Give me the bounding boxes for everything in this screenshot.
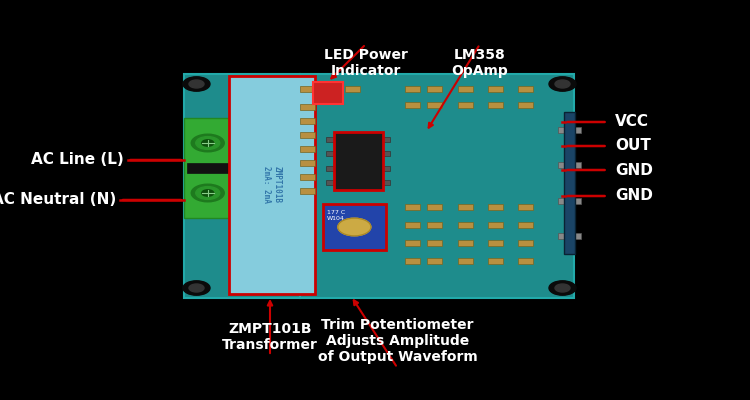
Bar: [518, 240, 532, 246]
Circle shape: [189, 284, 204, 292]
Bar: [518, 204, 532, 210]
Bar: [558, 126, 580, 133]
Bar: [319, 86, 334, 92]
Bar: [488, 222, 502, 228]
Bar: [300, 146, 315, 152]
Bar: [558, 162, 580, 168]
Text: ZMPT101B
2mA: 2mA: ZMPT101B 2mA: 2mA: [262, 166, 281, 204]
Bar: [518, 86, 532, 92]
Bar: [518, 102, 532, 108]
Circle shape: [202, 140, 214, 146]
Circle shape: [549, 77, 576, 91]
Bar: [458, 258, 472, 264]
Text: LM358
OpAmp: LM358 OpAmp: [452, 48, 509, 78]
Text: GND: GND: [615, 188, 652, 204]
Circle shape: [191, 134, 224, 152]
Bar: [326, 180, 334, 185]
Bar: [382, 137, 390, 142]
Bar: [345, 86, 360, 92]
Text: AC Line (L): AC Line (L): [31, 152, 124, 168]
Bar: [300, 86, 315, 92]
Bar: [300, 174, 315, 180]
Bar: [322, 204, 386, 250]
Text: 177 C
W104: 177 C W104: [327, 210, 345, 221]
Bar: [458, 86, 472, 92]
Bar: [488, 86, 502, 92]
Bar: [187, 163, 230, 173]
Circle shape: [549, 281, 576, 295]
Circle shape: [191, 184, 224, 202]
Bar: [518, 222, 532, 228]
Bar: [458, 204, 472, 210]
Bar: [488, 204, 502, 210]
Bar: [405, 222, 420, 228]
Bar: [427, 86, 442, 92]
Bar: [300, 160, 315, 166]
Bar: [405, 240, 420, 246]
Bar: [488, 240, 502, 246]
Circle shape: [183, 281, 210, 295]
Bar: [300, 132, 315, 138]
Bar: [229, 76, 315, 294]
Bar: [427, 102, 442, 108]
Bar: [405, 258, 420, 264]
Bar: [564, 112, 574, 254]
Bar: [458, 240, 472, 246]
Bar: [488, 258, 502, 264]
Bar: [184, 74, 300, 298]
Bar: [300, 188, 315, 194]
Circle shape: [183, 77, 210, 91]
Bar: [405, 86, 420, 92]
Bar: [313, 82, 343, 104]
Bar: [326, 137, 334, 142]
Bar: [427, 204, 442, 210]
Bar: [405, 102, 420, 108]
Text: LED Power
Indicator: LED Power Indicator: [324, 48, 408, 78]
Circle shape: [338, 218, 370, 236]
Circle shape: [555, 80, 570, 88]
Text: ZMPT101B
Transformer: ZMPT101B Transformer: [222, 322, 318, 352]
Bar: [382, 180, 390, 185]
Bar: [405, 204, 420, 210]
Text: GND: GND: [615, 162, 652, 178]
Bar: [300, 74, 574, 298]
Bar: [427, 258, 442, 264]
Bar: [300, 118, 315, 124]
Text: Trim Potentiometer
Adjusts Amplitude
of Output Waveform: Trim Potentiometer Adjusts Amplitude of …: [318, 318, 477, 364]
Bar: [458, 102, 472, 108]
Bar: [326, 151, 334, 156]
Circle shape: [196, 186, 220, 199]
Bar: [300, 104, 315, 110]
Circle shape: [196, 137, 220, 150]
Circle shape: [555, 284, 570, 292]
Text: OUT: OUT: [615, 138, 651, 154]
Text: VCC: VCC: [615, 114, 649, 130]
Bar: [558, 233, 580, 240]
Circle shape: [202, 190, 214, 196]
Bar: [326, 166, 334, 171]
Bar: [458, 222, 472, 228]
Bar: [558, 198, 580, 204]
Circle shape: [189, 80, 204, 88]
Bar: [488, 102, 502, 108]
Bar: [427, 222, 442, 228]
Bar: [184, 118, 232, 218]
Bar: [334, 132, 382, 190]
Bar: [382, 166, 390, 171]
Bar: [518, 258, 532, 264]
Bar: [382, 151, 390, 156]
Text: AC Neutral (N): AC Neutral (N): [0, 192, 116, 208]
Bar: [427, 240, 442, 246]
